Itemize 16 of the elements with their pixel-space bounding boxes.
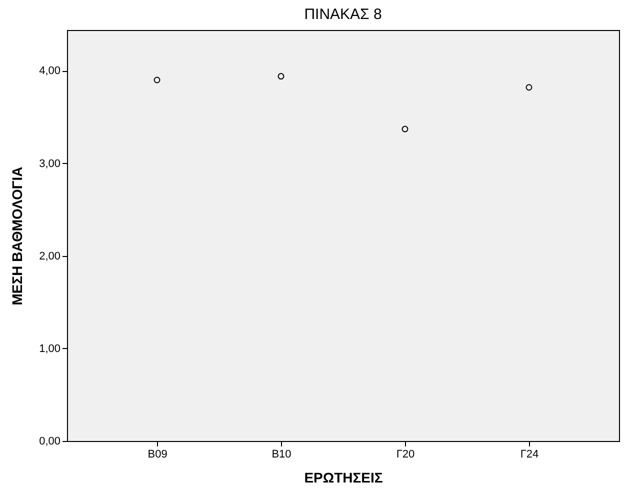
x-tick-label: Γ24: [520, 448, 539, 460]
point: [402, 126, 408, 132]
y-tick-label: 3,00: [39, 158, 60, 170]
point: [278, 73, 284, 80]
y-tick-label: 2,00: [39, 250, 60, 262]
y-axis-title: ΜΕΣΗ ΒΑΘΜΟΛΟΓΙΑ: [9, 166, 26, 306]
y-tick-label: 0,00: [39, 436, 60, 448]
x-tick-label: Β09: [148, 448, 168, 460]
point: [154, 76, 160, 84]
y-tick-label: 4,00: [39, 65, 60, 78]
x-tick-label: Γ20: [396, 448, 415, 460]
x-axis-title: ΕΡΩΤΗΣΕΙΣ: [304, 470, 383, 486]
point: [526, 84, 532, 91]
chart-title: ΠΙΝΑΚΑΣ 8: [304, 6, 382, 23]
x-tick-label: Β10: [272, 448, 292, 460]
y-tick-label: 1,00: [39, 342, 60, 355]
